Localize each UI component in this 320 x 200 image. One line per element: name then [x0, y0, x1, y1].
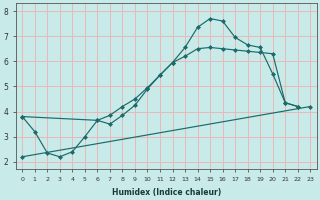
- X-axis label: Humidex (Indice chaleur): Humidex (Indice chaleur): [112, 188, 221, 197]
